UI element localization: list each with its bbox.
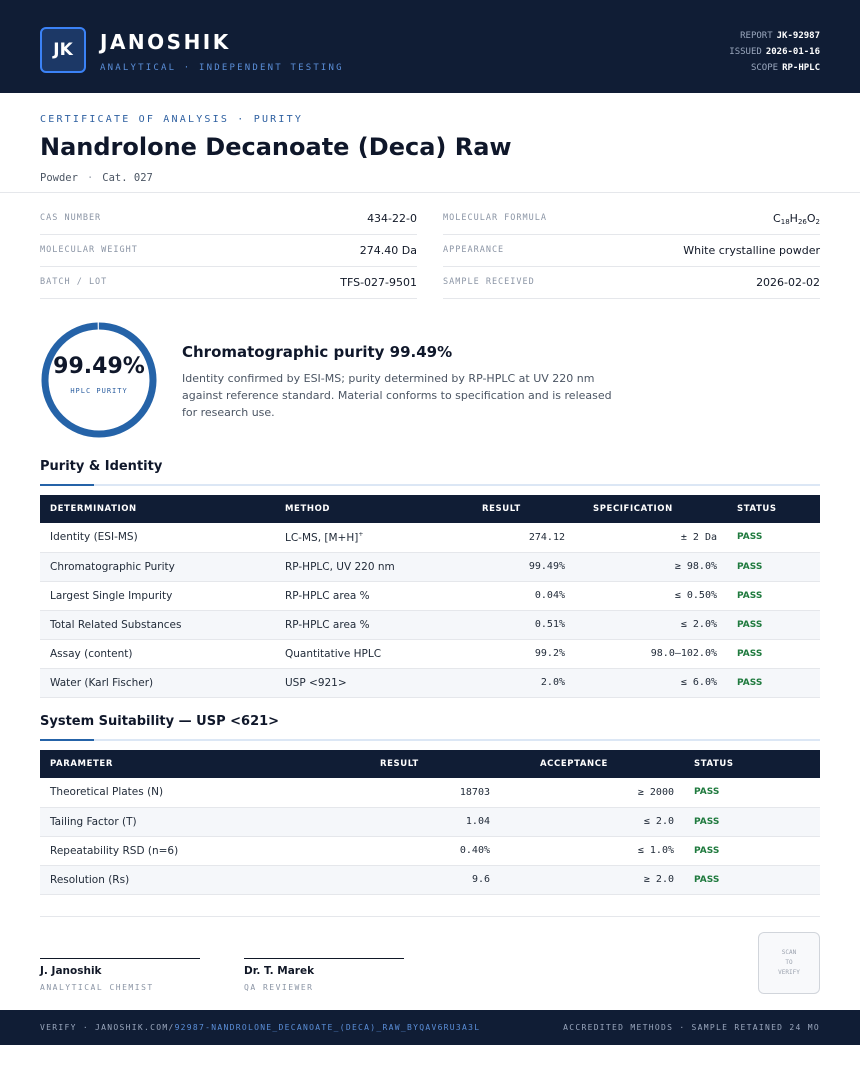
meta-scope: SCOPE RP-HPLC	[750, 63, 820, 73]
property-batch: BATCH / LOT TFS-027-9501	[40, 267, 417, 299]
table-row: Water (Karl Fischer) USP <921> 2.0% ≤ 6.…	[40, 668, 820, 698]
table-row: Tailing Factor (T) 1.04 ≤ 2.0 PASS	[40, 807, 820, 837]
product-catalog: Cat. 027	[102, 172, 153, 184]
section-title-suitability: System Suitability — USP <621>	[40, 714, 280, 729]
product-form: Powder	[40, 172, 78, 184]
document-kicker: CERTIFICATE OF ANALYSIS · PURITY	[40, 114, 304, 125]
section-title-purity: Purity & Identity	[40, 459, 163, 474]
status-badge: PASS	[684, 807, 820, 837]
property-mw: MOLECULAR WEIGHT 274.40 Da	[40, 235, 417, 267]
status-badge: PASS	[684, 836, 820, 866]
property-formula: MOLECULAR FORMULA C18H26O2	[443, 203, 820, 235]
signature-line	[40, 958, 200, 959]
table-row: Theoretical Plates (N) 18703 ≥ 2000 PASS	[40, 778, 820, 808]
status-badge: PASS	[727, 639, 820, 669]
footer-note: ACCREDITED METHODS · SAMPLE RETAINED 24 …	[563, 1023, 820, 1032]
table-row: Chromatographic Purity RP-HPLC, UV 220 n…	[40, 552, 820, 582]
suitability-table: PARAMETER RESULT ACCEPTANCE STATUS Theor…	[40, 750, 820, 895]
purity-label: HPLC PURITY	[70, 387, 128, 395]
summary-text: Identity confirmed by ESI-MS; purity det…	[182, 372, 612, 419]
brand-name: JANOSHIK	[100, 30, 231, 54]
table-row: Largest Single Impurity RP-HPLC area % 0…	[40, 581, 820, 611]
status-badge: PASS	[684, 778, 820, 808]
status-badge: PASS	[684, 865, 820, 895]
property-received: SAMPLE RECEIVED 2026-02-02	[443, 267, 820, 299]
status-badge: PASS	[727, 581, 820, 611]
status-badge: PASS	[727, 610, 820, 640]
purity-ring	[41, 322, 157, 438]
table-row: Total Related Substances RP-HPLC area % …	[40, 610, 820, 640]
property-appearance: APPEARANCE White crystalline powder	[443, 235, 820, 267]
section-rule	[40, 739, 820, 741]
page-title: Nandrolone Decanoate (Deca) Raw	[40, 133, 512, 161]
molecular-formula: C18H26O2	[773, 212, 820, 226]
meta-report: REPORT JK-92987	[740, 31, 820, 41]
report-footer: VERIFY · JANOSHIK.COM/92987-NANDROLONE_D…	[0, 1010, 860, 1045]
status-badge: PASS	[727, 668, 820, 698]
verify-link[interactable]: VERIFY · JANOSHIK.COM/92987-NANDROLONE_D…	[40, 1023, 481, 1032]
verify-qr-placeholder[interactable]: SCAN TO VERIFY	[758, 932, 820, 994]
table-header-row: PARAMETER RESULT ACCEPTANCE STATUS	[40, 750, 820, 778]
document-subtitle: Powder · Cat. 027	[40, 172, 153, 184]
table-row: Identity (ESI-MS) LC-MS, [M+H]+ 274.12 ±…	[40, 523, 820, 553]
meta-issued: ISSUED 2026-01-16	[729, 47, 820, 57]
signature-line	[244, 958, 404, 959]
brand-logo: JK	[40, 27, 86, 73]
signer-role: ANALYTICAL CHEMIST	[40, 983, 154, 992]
reviewer-name: Dr. T. Marek	[244, 965, 315, 977]
divider	[0, 192, 860, 193]
signer-name: J. Janoshik	[40, 965, 102, 977]
table-header-row: DETERMINATION METHOD RESULT SPECIFICATIO…	[40, 495, 820, 523]
reviewer-role: QA REVIEWER	[244, 983, 314, 992]
brand-tagline: ANALYTICAL · INDEPENDENT TESTING	[100, 63, 344, 73]
summary-title: Chromatographic purity 99.49%	[182, 343, 453, 361]
purity-ring-arc	[41, 322, 157, 438]
purity-table: DETERMINATION METHOD RESULT SPECIFICATIO…	[40, 495, 820, 698]
report-meta: REPORT JK-92987 ISSUED 2026-01-16 SCOPE RP-…	[729, 28, 820, 76]
purity-value: 99.49%	[53, 354, 145, 379]
report-header: JK JANOSHIK ANALYTICAL · INDEPENDENT TES…	[0, 0, 860, 93]
table-row: Repeatability RSD (n=6) 0.40% ≤ 1.0% PAS…	[40, 836, 820, 866]
divider	[40, 916, 820, 917]
status-badge: PASS	[727, 523, 820, 553]
table-row: Assay (content) Quantitative HPLC 99.2% …	[40, 639, 820, 669]
table-row: Resolution (Rs) 9.6 ≥ 2.0 PASS	[40, 865, 820, 895]
section-rule	[40, 484, 820, 486]
property-cas: CAS NUMBER 434-22-0	[40, 203, 417, 235]
status-badge: PASS	[727, 552, 820, 582]
